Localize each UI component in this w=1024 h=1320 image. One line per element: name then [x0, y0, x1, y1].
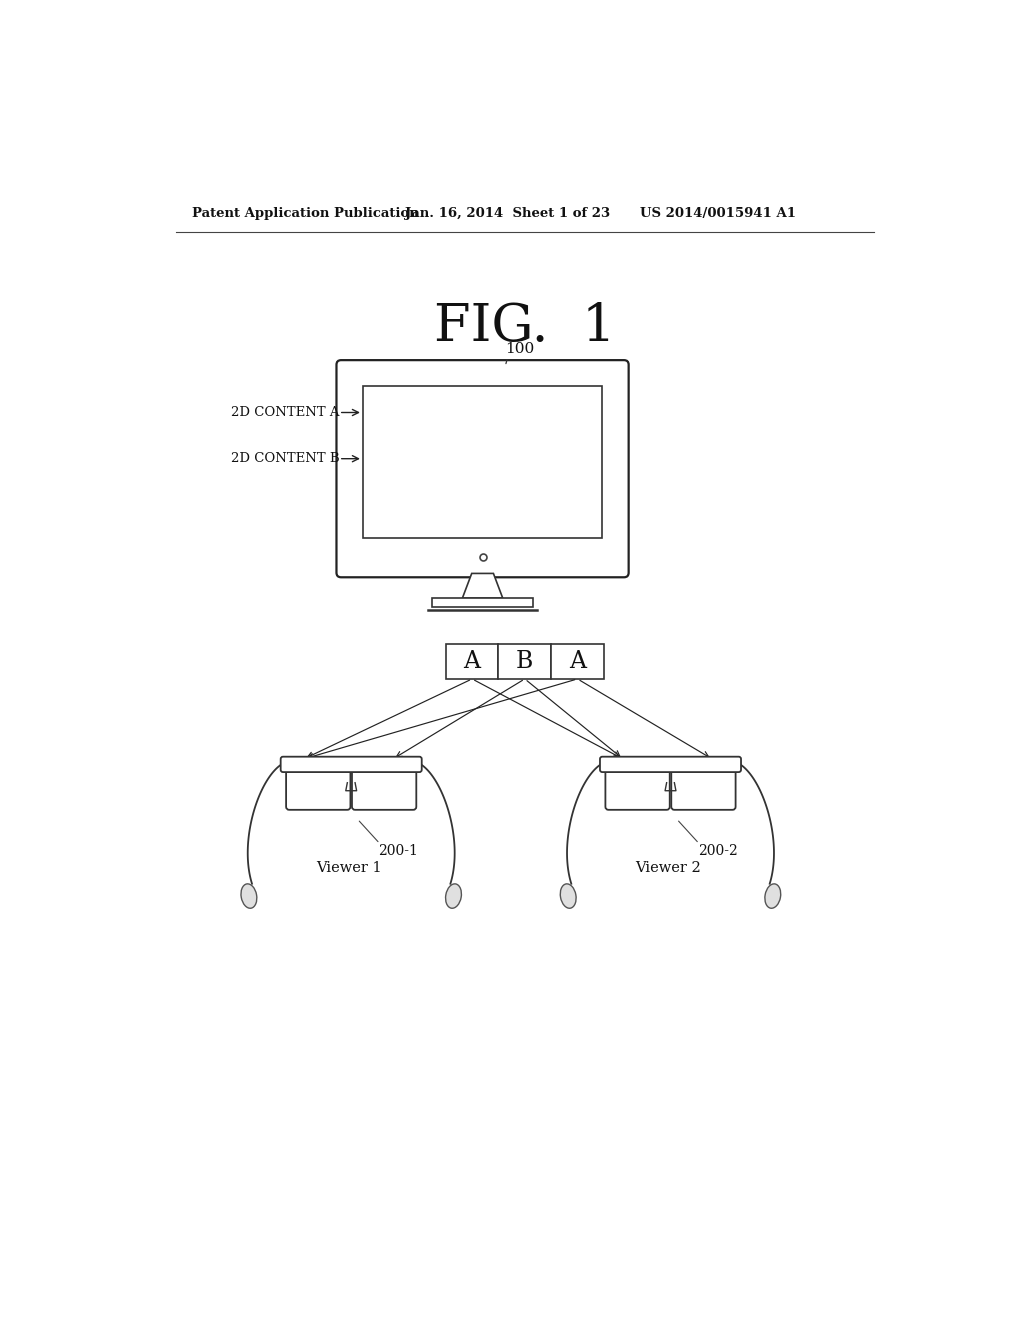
- Text: 100: 100: [506, 342, 535, 355]
- Ellipse shape: [445, 884, 462, 908]
- Bar: [445, 644, 499, 678]
- Ellipse shape: [241, 884, 257, 908]
- FancyBboxPatch shape: [352, 763, 417, 810]
- Text: US 2014/0015941 A1: US 2014/0015941 A1: [640, 207, 796, 220]
- Text: 2D CONTENT A: 2D CONTENT A: [231, 407, 340, 418]
- Bar: [432, 598, 532, 607]
- Text: A: A: [569, 649, 586, 673]
- FancyBboxPatch shape: [672, 763, 735, 810]
- Bar: [499, 644, 551, 678]
- FancyBboxPatch shape: [605, 763, 670, 810]
- Text: B: B: [516, 649, 534, 673]
- FancyBboxPatch shape: [337, 360, 629, 577]
- Text: A: A: [464, 649, 480, 673]
- FancyBboxPatch shape: [600, 756, 741, 772]
- Text: Viewer 1: Viewer 1: [316, 861, 382, 875]
- Ellipse shape: [765, 884, 780, 908]
- Polygon shape: [463, 573, 503, 598]
- Text: Patent Application Publication: Patent Application Publication: [191, 207, 418, 220]
- Bar: [362, 387, 602, 539]
- Text: FIG.  1: FIG. 1: [434, 301, 615, 351]
- Text: 200-1: 200-1: [378, 843, 418, 858]
- Text: Viewer 2: Viewer 2: [636, 861, 701, 875]
- FancyBboxPatch shape: [286, 763, 350, 810]
- Text: 2D CONTENT B: 2D CONTENT B: [231, 453, 340, 465]
- Text: 200-2: 200-2: [697, 843, 737, 858]
- FancyBboxPatch shape: [281, 756, 422, 772]
- Text: Jan. 16, 2014  Sheet 1 of 23: Jan. 16, 2014 Sheet 1 of 23: [406, 207, 610, 220]
- Bar: [551, 644, 604, 678]
- Ellipse shape: [560, 884, 577, 908]
